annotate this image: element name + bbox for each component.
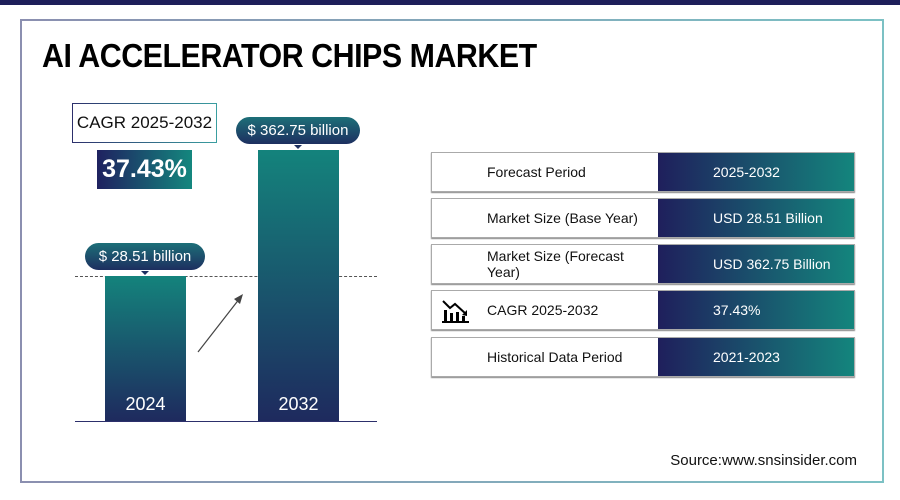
chart-decline-icon	[442, 300, 469, 323]
bar-2024: 2024	[105, 276, 186, 421]
row-key-text: Historical Data Period	[487, 349, 623, 365]
growth-arrow-icon	[197, 294, 243, 353]
table-row: Forecast Period 2025-2032	[431, 152, 855, 192]
page-title: AI ACCELERATOR CHIPS MARKET	[42, 37, 537, 74]
row-key: Forecast Period	[432, 153, 658, 191]
row-key: Market Size (Forecast Year)	[432, 245, 658, 283]
row-key-text: Forecast Period	[487, 164, 586, 180]
row-key: Market Size (Base Year)	[432, 199, 658, 237]
row-value: 2021-2023	[658, 338, 854, 376]
row-value: 37.43%	[658, 291, 854, 329]
row-value: USD 28.51 Billion	[658, 199, 854, 237]
row-key-text: Market Size (Forecast Year)	[487, 248, 624, 280]
row-key-text: Market Size (Base Year)	[487, 210, 638, 226]
bar-category-label: 2032	[278, 394, 319, 414]
row-key: CAGR 2025-2032	[432, 291, 658, 329]
top-bar	[0, 0, 900, 5]
cagr-label: CAGR 2025-2032	[72, 103, 217, 143]
table-row: Historical Data Period 2021-2023	[431, 337, 855, 377]
bar-category-label: 2024	[125, 394, 166, 414]
reference-dashed-line	[75, 276, 377, 277]
baseline	[75, 421, 377, 422]
table-row: Market Size (Base Year) USD 28.51 Billion	[431, 198, 855, 238]
source-text: Source:www.snsinsider.com	[670, 452, 857, 469]
bar-data-label: $ 28.51 billion	[85, 243, 205, 275]
row-key-text: CAGR 2025-2032	[487, 302, 599, 318]
row-value: USD 362.75 Billion	[658, 245, 854, 283]
bar-data-label: $ 362.75 billion	[236, 117, 360, 149]
bar-2032: 2032	[258, 150, 339, 421]
table-row: Market Size (Forecast Year) USD 362.75 Bi…	[431, 244, 855, 284]
cagr-value: 37.43%	[97, 150, 192, 189]
row-value: 2025-2032	[658, 153, 854, 191]
table-row: CAGR 2025-2032 37.43%	[431, 290, 855, 330]
row-key: Historical Data Period	[432, 338, 658, 376]
